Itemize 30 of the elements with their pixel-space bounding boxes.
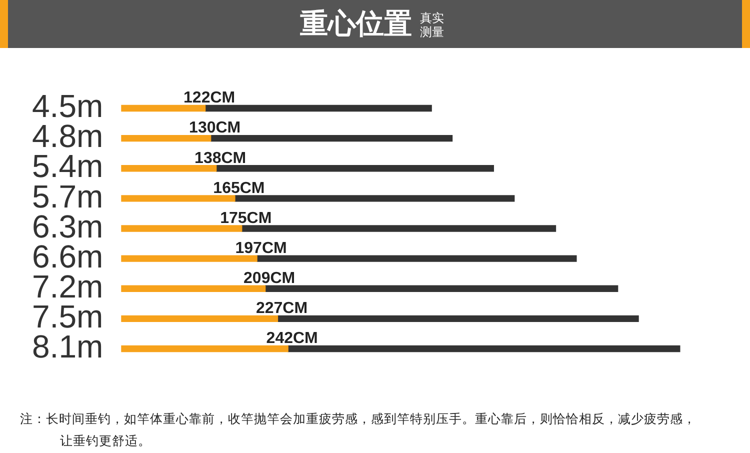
data-label: 175CM	[220, 210, 272, 227]
bar	[121, 104, 206, 112]
bar	[121, 345, 288, 352]
data-label: 227CM	[256, 300, 308, 318]
chart-title: 重心位置	[300, 7, 412, 40]
data-label: 130CM	[189, 120, 241, 137]
data-label: 165CM	[213, 180, 265, 197]
chart-subtitle: 真实测量	[420, 11, 445, 40]
bar	[121, 315, 278, 322]
bar	[210, 134, 453, 142]
data-label: 242CM	[266, 330, 318, 348]
data-label: 138CM	[194, 150, 246, 167]
bar	[256, 255, 577, 262]
bar	[121, 255, 258, 262]
bar	[121, 165, 217, 172]
bar	[121, 225, 242, 232]
bar	[204, 104, 432, 112]
data-label: 197CM	[235, 240, 287, 257]
data-label: 209CM	[244, 270, 296, 288]
bar	[242, 225, 556, 232]
bar	[234, 195, 515, 202]
text: 注：长时间垂钓，如竿体重心靠前，收竿抛竿会加重疲劳感，感到竿特别压手。重心靠后，则恰恰相反，减少疲劳感，让垂钓更舒适。	[20, 410, 697, 450]
data-label: 122CM	[184, 90, 236, 107]
bar	[121, 285, 266, 292]
bar	[121, 195, 236, 202]
bar	[277, 315, 639, 322]
bar	[216, 165, 494, 172]
bar	[264, 285, 618, 292]
bar	[288, 345, 680, 352]
bar	[121, 134, 212, 142]
